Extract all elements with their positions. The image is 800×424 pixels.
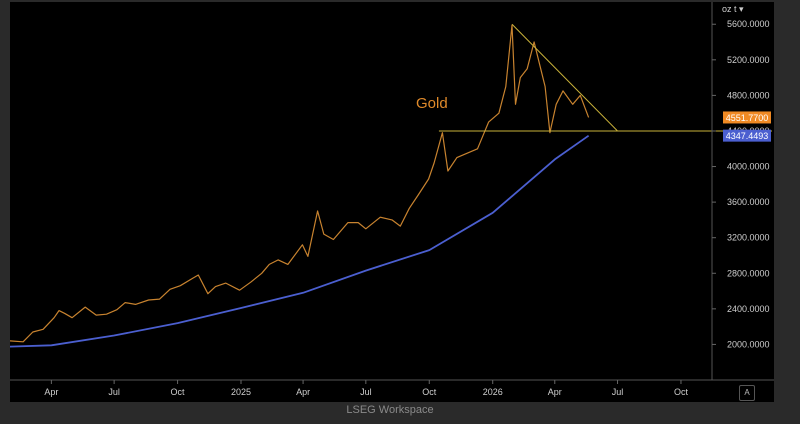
x-tick-label: Oct bbox=[422, 387, 437, 397]
chart-title: Gold bbox=[416, 95, 448, 112]
x-tick-label: Oct bbox=[171, 387, 186, 397]
y-tick-label: 2400.0000 bbox=[727, 304, 770, 314]
auto-scale-button[interactable]: A bbox=[739, 385, 755, 401]
x-tick-label: Apr bbox=[548, 387, 562, 397]
resistance-trendline[interactable] bbox=[511, 23, 618, 132]
gold-price-chart[interactable]: Gold Apr Jul Oct 2025 Apr Jul Oct 2026 Apr Jul Oct… bbox=[10, 2, 774, 402]
footer-brand: LSEG Workspace bbox=[346, 404, 434, 416]
y-tick-label: 3200.0000 bbox=[727, 233, 770, 243]
unit-label: oz t bbox=[722, 4, 737, 14]
chevron-down-icon: ▾ bbox=[739, 4, 744, 14]
average-value-label: 4347.4493 bbox=[726, 131, 769, 141]
gold-price-line[interactable] bbox=[10, 24, 590, 343]
y-tick-label: 5600.0000 bbox=[727, 19, 770, 29]
y-tick-label: 2800.0000 bbox=[727, 268, 770, 278]
x-tick-label: Apr bbox=[44, 387, 58, 397]
x-tick-label: Oct bbox=[674, 387, 689, 397]
x-tick-label: Apr bbox=[296, 387, 310, 397]
y-tick-label: 5200.0000 bbox=[727, 55, 770, 65]
chart-panel: Gold Apr Jul Oct 2025 Apr Jul Oct 2026 Apr Jul Oct… bbox=[10, 2, 774, 402]
y-tick-label: 2000.0000 bbox=[727, 339, 770, 349]
x-tick-label: Jul bbox=[360, 387, 372, 397]
last-price-badge bbox=[723, 111, 771, 124]
x-tick-label: 2025 bbox=[231, 387, 251, 397]
x-tick-label: Jul bbox=[108, 387, 120, 397]
x-tick-label: 2026 bbox=[483, 387, 503, 397]
average-value-badge bbox=[723, 129, 771, 142]
last-price-label: 4551.7700 bbox=[726, 113, 769, 123]
x-tick-label: Jul bbox=[612, 387, 624, 397]
y-tick-label: 4800.0000 bbox=[727, 90, 770, 100]
y-tick-label: 4000.0000 bbox=[727, 162, 770, 172]
y-tick-label: 3600.0000 bbox=[727, 197, 770, 207]
moving-average-line[interactable] bbox=[10, 134, 590, 348]
unit-selector[interactable]: oz t ▾ bbox=[722, 4, 744, 15]
